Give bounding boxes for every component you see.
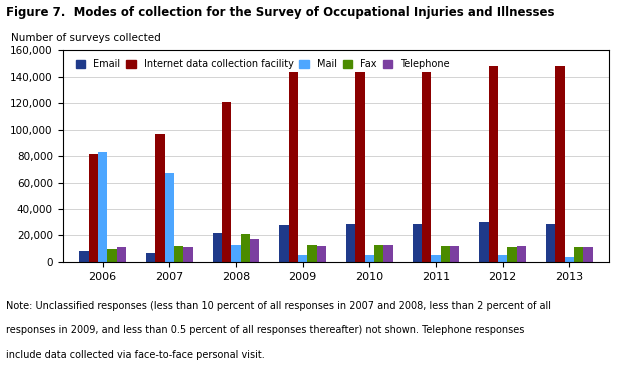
- Bar: [250, 239, 259, 262]
- Bar: [546, 224, 556, 262]
- Bar: [556, 66, 565, 262]
- Bar: [565, 257, 574, 262]
- Bar: [383, 245, 392, 262]
- Bar: [89, 153, 98, 262]
- Bar: [450, 246, 459, 262]
- Legend: Email, Internet data collection facility, Mail, Fax, Telephone: Email, Internet data collection facility…: [73, 56, 452, 72]
- Bar: [355, 64, 364, 262]
- Bar: [116, 247, 126, 262]
- Bar: [422, 68, 431, 262]
- Text: Note: Unclassified responses (less than 10 percent of all responses in 2007 and : Note: Unclassified responses (less than …: [6, 301, 551, 311]
- Bar: [298, 255, 308, 262]
- Bar: [164, 173, 174, 262]
- Bar: [155, 134, 164, 262]
- Bar: [174, 246, 183, 262]
- Bar: [498, 255, 508, 262]
- Bar: [583, 247, 592, 262]
- Bar: [508, 247, 517, 262]
- Bar: [441, 246, 450, 262]
- Bar: [489, 66, 498, 262]
- Bar: [289, 68, 298, 262]
- Text: Number of surveys collected: Number of surveys collected: [11, 33, 160, 43]
- Bar: [107, 249, 116, 262]
- Bar: [222, 102, 231, 262]
- Bar: [364, 255, 374, 262]
- Bar: [308, 245, 317, 262]
- Bar: [479, 222, 489, 262]
- Bar: [146, 252, 155, 262]
- Bar: [279, 225, 289, 262]
- Bar: [574, 247, 583, 262]
- Text: responses in 2009, and less than 0.5 percent of all responses thereafter) not sh: responses in 2009, and less than 0.5 per…: [6, 325, 524, 335]
- Bar: [517, 246, 526, 262]
- Bar: [79, 251, 89, 262]
- Bar: [231, 245, 241, 262]
- Bar: [431, 255, 441, 262]
- Text: include data collected via face-to-face personal visit.: include data collected via face-to-face …: [6, 350, 265, 360]
- Bar: [346, 224, 355, 262]
- Bar: [98, 152, 107, 262]
- Bar: [412, 224, 422, 262]
- Bar: [241, 234, 250, 262]
- Bar: [213, 233, 222, 262]
- Text: Figure 7.  Modes of collection for the Survey of Occupational Injuries and Illne: Figure 7. Modes of collection for the Su…: [6, 6, 555, 19]
- Bar: [374, 245, 383, 262]
- Bar: [183, 247, 192, 262]
- Bar: [317, 246, 326, 262]
